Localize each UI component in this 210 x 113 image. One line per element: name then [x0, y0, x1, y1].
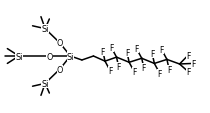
Text: F: F: [109, 44, 113, 52]
Text: F: F: [101, 48, 105, 56]
Text: F: F: [167, 65, 171, 74]
Text: F: F: [186, 52, 190, 60]
Text: F: F: [191, 59, 195, 68]
Text: F: F: [132, 68, 137, 77]
Text: F: F: [134, 45, 139, 54]
Text: Si: Si: [67, 52, 74, 61]
Text: F: F: [125, 49, 129, 58]
Text: F: F: [142, 64, 146, 73]
Text: F: F: [117, 63, 121, 72]
Text: Si: Si: [15, 52, 23, 61]
Text: Si: Si: [41, 25, 49, 34]
Text: F: F: [150, 50, 154, 59]
Text: F: F: [158, 69, 162, 78]
Text: F: F: [160, 46, 164, 55]
Text: O: O: [46, 52, 52, 61]
Text: F: F: [108, 67, 112, 76]
Text: O: O: [57, 39, 63, 48]
Text: F: F: [186, 67, 190, 76]
Text: Si: Si: [41, 79, 49, 88]
Text: O: O: [57, 65, 63, 74]
